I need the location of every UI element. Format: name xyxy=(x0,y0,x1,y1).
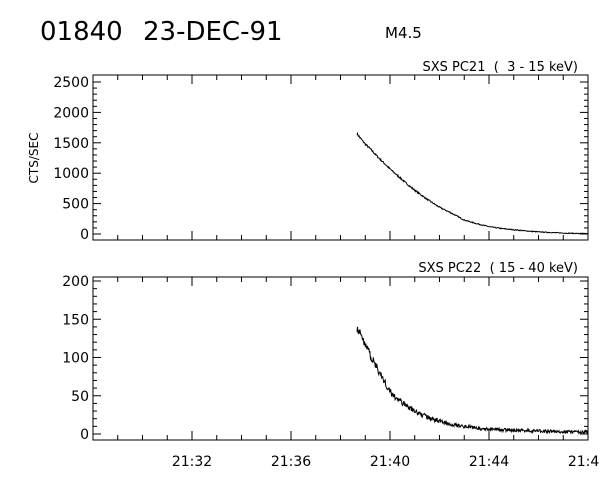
flare-class: M4.5 xyxy=(385,24,422,42)
xtick-label: 21:44 xyxy=(469,454,509,470)
panel-pc22: SXS PC22 ( 15 - 40 keV) 0 50 100 150 200 21:… xyxy=(62,261,600,470)
panel-pc21-xticks xyxy=(92,75,589,240)
event-date: 23-DEC-91 xyxy=(143,17,283,47)
xtick-label: 21:40 xyxy=(370,454,410,470)
ytick-label: 2000 xyxy=(53,105,89,121)
panel-pc22-frame xyxy=(92,276,589,441)
panel-pc21-yticks: 0 500 1000 1500 2000 2500 xyxy=(53,75,588,243)
event-id: 01840 xyxy=(40,17,123,47)
panel-pc21-ylabel: CTS/SEC xyxy=(27,133,41,184)
panel-pc22-series-line xyxy=(356,326,589,435)
panel-pc22-title: SXS PC22 ( 15 - 40 keV) xyxy=(418,261,578,276)
ytick-label: 500 xyxy=(62,197,89,213)
xtick-label: 21:32 xyxy=(172,454,212,470)
panel-pc22-yticks: 0 50 100 150 200 xyxy=(62,274,588,443)
ytick-label: 50 xyxy=(71,389,89,405)
ytick-label: 0 xyxy=(80,427,89,443)
panel-pc22-xtick-labels: 21:32 21:36 21:40 21:44 21:48 xyxy=(172,454,600,470)
panel-pc21: SXS PC21 ( 3 - 15 keV) CTS/SEC 0 500 1000 1… xyxy=(27,60,589,243)
ytick-label: 150 xyxy=(62,312,89,328)
panel-pc21-title: SXS PC21 ( 3 - 15 keV) xyxy=(422,60,578,75)
xtick-label: 21:48 xyxy=(568,454,600,470)
panel-pc22-xticks xyxy=(92,277,589,440)
ytick-label: 1000 xyxy=(53,166,89,182)
ytick-label: 100 xyxy=(62,351,89,367)
ytick-label: 0 xyxy=(80,227,89,243)
panel-pc21-frame xyxy=(92,74,589,241)
ytick-label: 1500 xyxy=(53,136,89,152)
panel-pc21-series-line xyxy=(356,131,589,235)
ytick-label: 2500 xyxy=(53,75,89,91)
xtick-label: 21:36 xyxy=(271,454,311,470)
ytick-label: 200 xyxy=(62,274,89,290)
